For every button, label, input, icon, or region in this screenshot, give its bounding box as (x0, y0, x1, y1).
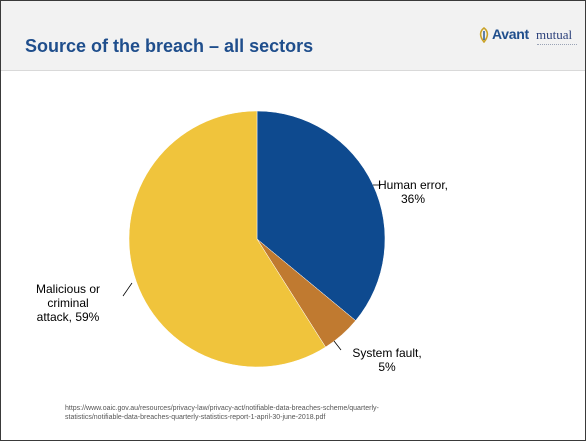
slice-label: System fault, 5% (352, 346, 421, 374)
avant-leaf-icon (479, 27, 489, 43)
avant-mutual-logo: Avant mutual (477, 26, 581, 52)
pie-slice (128, 110, 326, 368)
slide-header: Source of the breach – all sectors Avant… (1, 1, 585, 71)
pie-slice (256, 110, 386, 321)
logo-brand: Avant (492, 26, 529, 42)
logo-suffix: mutual (536, 27, 573, 42)
source-line-1: https://www.oaic.gov.au/resources/privac… (65, 405, 379, 412)
slide-title: Source of the breach – all sectors (25, 36, 314, 56)
slice-label: Human error, 36% (378, 178, 448, 206)
leader-line (333, 340, 342, 351)
source-line-2: statistics/notifiable-data-breaches-quar… (65, 414, 326, 421)
source-citation: https://www.oaic.gov.au/resources/privac… (65, 404, 379, 422)
pie-chart: Human error, 36% System fault, 5% Malicious … (36, 110, 448, 374)
logo-tagline-mark (537, 44, 577, 48)
slice-label: Malicious or criminal attack, 59% (36, 282, 100, 324)
leader-line (122, 282, 133, 297)
